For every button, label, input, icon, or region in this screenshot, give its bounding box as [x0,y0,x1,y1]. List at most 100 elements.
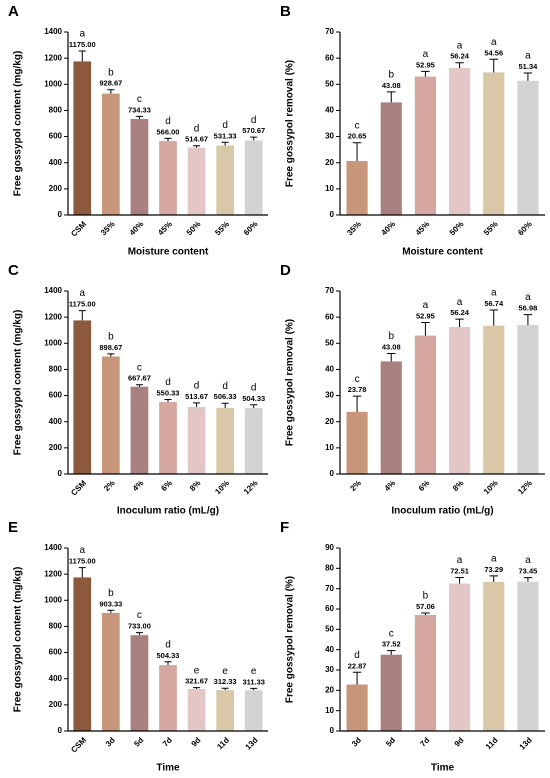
significance-letter: d [165,377,171,388]
y-tick-label: 30 [325,132,334,141]
x-axis-title: Inoculum ratio (mL/g) [117,506,219,517]
value-label: 506.33 [214,392,237,401]
x-tick-label: 8% [451,479,466,494]
bar [216,690,234,731]
x-tick-label: 5d [384,735,397,748]
bar [346,161,368,215]
x-tick-label: 7d [418,735,431,748]
x-tick-label: 5d [132,735,145,748]
value-label: 51.34 [519,62,539,71]
y-tick-label: 30 [325,665,334,674]
bar [517,80,539,216]
bar [517,325,539,474]
significance-letter: c [137,94,142,105]
x-tick-label: 4% [131,479,146,494]
y-tick-label: 0 [58,469,63,478]
error-bar [421,70,430,77]
significance-letter: e [194,665,200,676]
x-tick-label: 50% [185,220,203,238]
error-bar [352,671,362,685]
y-tick-label: 600 [49,648,63,657]
bar [346,411,368,474]
y-tick-label: 70 [325,27,334,36]
y-tick-label: 50 [325,338,334,347]
value-label: 56.24 [450,52,470,61]
y-tick-label: 1000 [44,338,62,347]
bar [130,119,149,215]
significance-letter: b [108,588,114,599]
value-label: 43.08 [382,343,401,352]
significance-letter: d [165,639,171,650]
y-tick-label: 30 [325,391,334,400]
x-axis-title: Time [431,763,455,774]
x-tick-label: 45% [156,220,174,238]
x-tick-label: 6% [417,479,432,494]
y-tick-label: 1000 [44,79,62,88]
value-label: 54.56 [484,48,503,57]
value-label: 43.08 [382,81,401,90]
y-tick-label: 1400 [44,286,62,295]
y-tick-label: 0 [58,726,63,735]
significance-letter: c [389,628,394,639]
y-tick-label: 600 [49,391,63,400]
significance-letter: e [222,666,228,677]
value-label: 52.95 [416,311,435,320]
significance-letter: b [388,331,394,342]
significance-letter: d [354,650,360,661]
error-bar [107,609,115,613]
value-label: 52.95 [416,60,435,69]
x-tick-label: CSM [69,478,88,497]
x-axis-title: Moisture content [402,247,483,258]
y-tick-label: 600 [49,132,63,141]
value-label: 23.78 [348,385,367,394]
significance-letter: a [457,40,463,51]
bar [448,67,471,216]
y-tick-label: 800 [49,365,63,374]
significance-letter: d [251,382,257,393]
significance-letter: d [222,120,228,131]
bar [448,326,471,474]
y-tick-label: 200 [49,184,63,193]
bar [380,654,402,731]
value-label: 22.87 [348,661,367,670]
error-bar [221,141,229,146]
bar [102,612,120,731]
x-tick-label: 10% [213,479,231,497]
error-bar [387,650,396,655]
panel-label: F [280,519,289,536]
error-bar [221,687,229,691]
error-bar [78,567,86,578]
bar [130,635,149,731]
significance-letter: a [423,300,429,311]
y-tick-label: 60 [325,604,334,613]
x-tick-label: 6% [159,479,174,494]
x-tick-label: 11d [215,735,231,751]
x-tick-label: 4% [383,479,398,494]
value-label: 20.65 [348,132,367,141]
value-label: 733.00 [128,622,151,631]
error-bar [489,58,498,73]
value-label: 37.52 [382,640,401,649]
x-tick-label: 9d [453,735,466,748]
value-label: 57.06 [416,602,435,611]
error-bar [193,687,201,689]
error-bar [107,89,115,94]
y-tick-label: 70 [325,286,334,295]
x-tick-label: 13d [518,735,534,751]
significance-letter: c [137,362,142,373]
x-tick-label: 2% [348,479,363,494]
bar [414,335,437,474]
value-label: 1175.00 [69,40,96,49]
error-bar [455,62,464,68]
significance-letter: d [194,123,200,134]
panel-label: D [280,262,291,279]
x-tick-label: 7d [161,735,174,748]
significance-letter: d [222,381,228,392]
y-tick-label: 200 [49,700,63,709]
value-label: 321.67 [185,677,208,686]
y-tick-label: 40 [325,365,334,374]
bar [187,688,206,731]
error-bar [352,395,362,412]
y-axis-title: Free gossypol removal (%) [285,319,296,446]
